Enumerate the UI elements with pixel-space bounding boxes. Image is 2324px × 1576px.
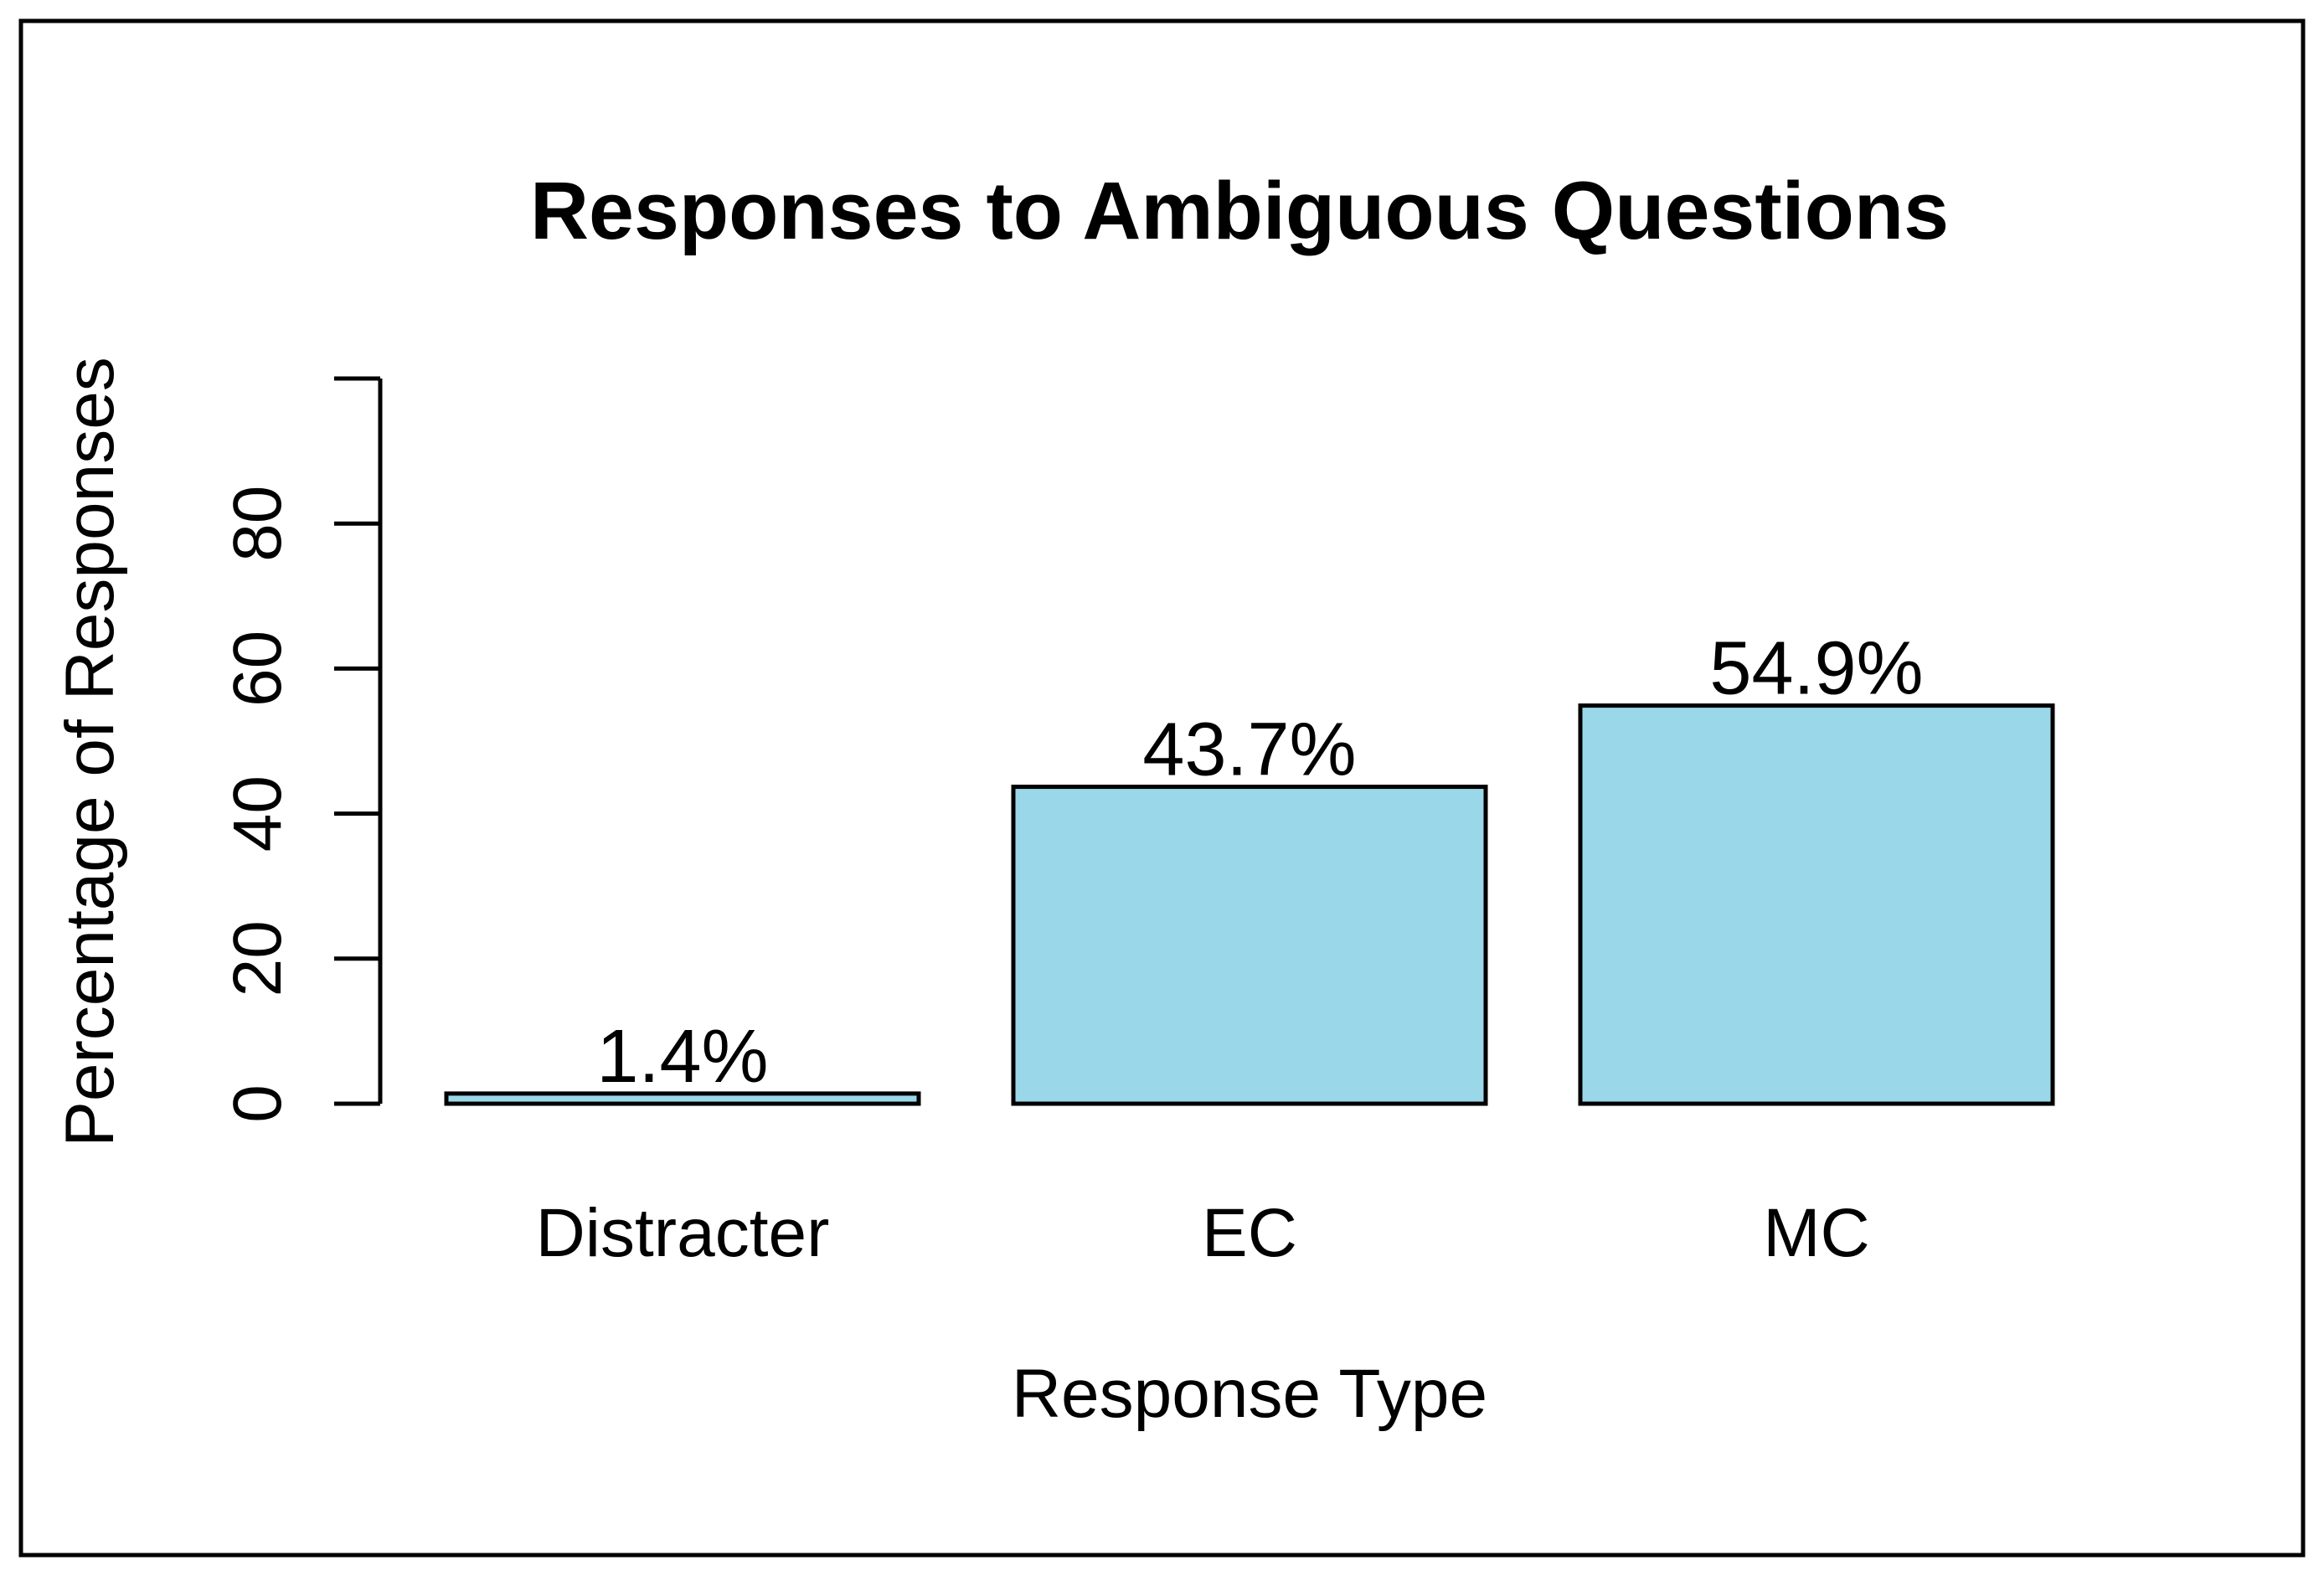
y-tick-label: 20 — [219, 920, 296, 997]
bar-mc — [1578, 703, 2055, 1106]
category-label: EC — [1202, 1195, 1297, 1271]
category-label: Distracter — [536, 1195, 830, 1271]
bar-distracter — [444, 1091, 921, 1106]
x-axis-title: Response Type — [1012, 1356, 1487, 1432]
value-label: 54.9% — [1709, 627, 1923, 711]
chart-title: Responses to Ambiguous Questions — [530, 165, 1949, 256]
y-axis: 0 20 40 60 80 — [219, 376, 383, 1123]
y-tick-label: 80 — [219, 486, 296, 562]
y-tick-label: 60 — [219, 631, 296, 707]
bar-ec — [1011, 785, 1488, 1106]
y-tick-label: 0 — [219, 1084, 296, 1123]
figure-border — [18, 18, 2306, 1558]
y-tick-label: 40 — [219, 775, 296, 852]
bars: 1.4% Distracter 43.7% EC 54.9% MC — [444, 627, 2055, 1271]
value-label: 1.4% — [596, 1015, 768, 1099]
category-label: MC — [1763, 1195, 1870, 1271]
y-axis-title: Percentage of Responses — [52, 357, 128, 1147]
value-label: 43.7% — [1142, 708, 1356, 792]
